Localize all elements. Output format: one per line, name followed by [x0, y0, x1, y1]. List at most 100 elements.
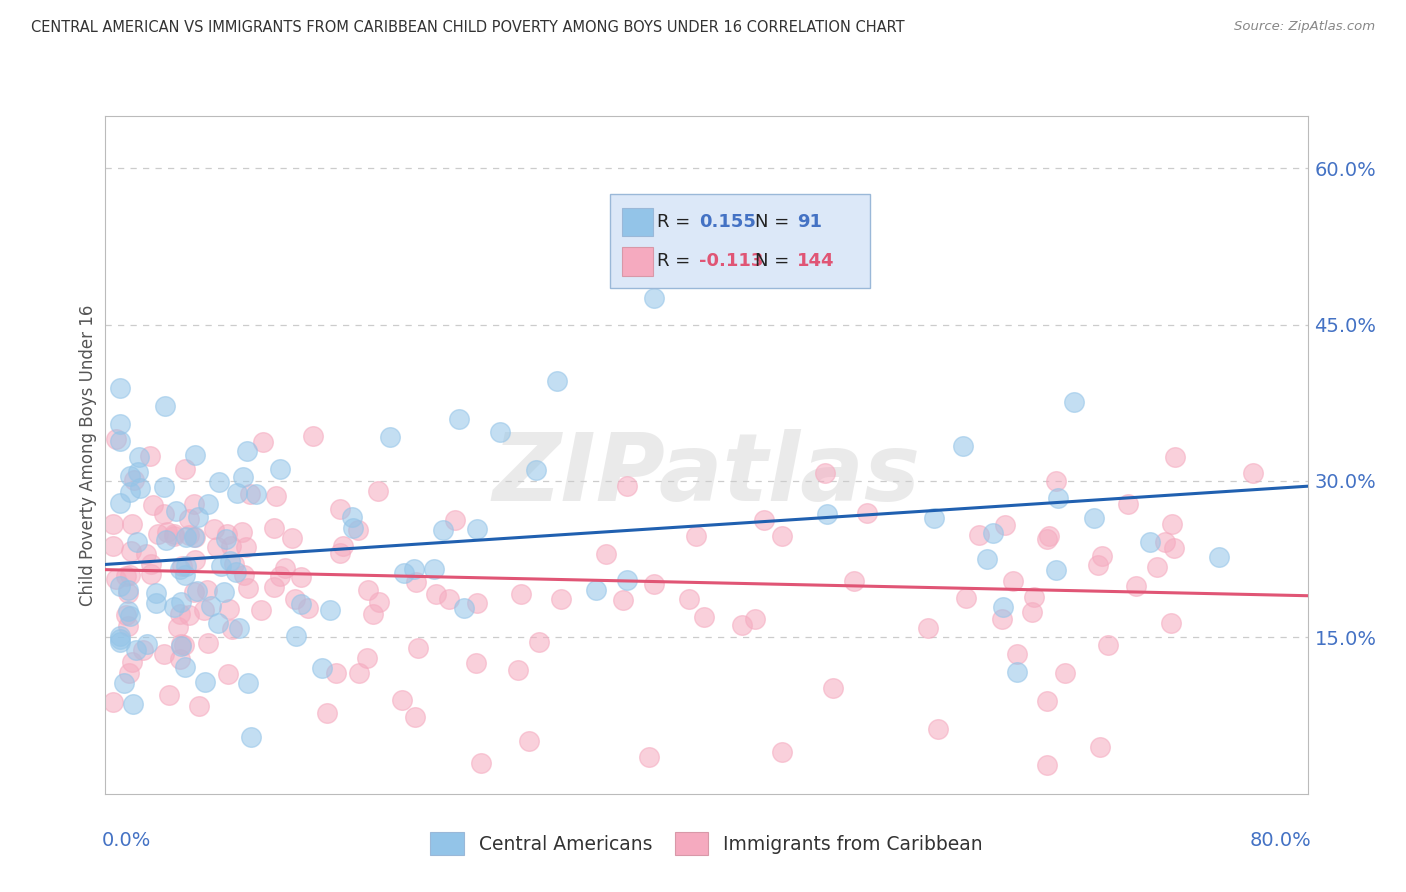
Point	[269, 569, 291, 583]
Point	[616, 573, 638, 587]
Point	[218, 602, 240, 616]
Point	[236, 581, 259, 595]
Point	[170, 595, 193, 609]
Point	[332, 539, 354, 553]
Point	[184, 553, 207, 567]
Point	[770, 745, 793, 759]
Point	[290, 597, 312, 611]
Point	[1001, 574, 1024, 589]
Point	[856, 506, 879, 520]
Point	[163, 527, 186, 541]
Point	[157, 688, 180, 702]
Point	[1063, 394, 1085, 409]
Point	[976, 551, 998, 566]
Point	[172, 558, 194, 573]
Point	[612, 592, 634, 607]
Text: -0.113: -0.113	[699, 252, 763, 270]
Point	[184, 530, 207, 544]
Point	[225, 486, 247, 500]
Point	[125, 534, 148, 549]
Text: N =: N =	[755, 213, 796, 231]
Point	[128, 481, 150, 495]
Point	[991, 600, 1014, 615]
Point	[347, 666, 370, 681]
Point	[153, 507, 176, 521]
Point	[347, 523, 370, 537]
Point	[290, 570, 312, 584]
Text: R =: R =	[657, 252, 696, 270]
Point	[187, 698, 209, 713]
Point	[585, 582, 607, 597]
Point	[718, 219, 741, 233]
Point	[284, 592, 307, 607]
Point	[1007, 665, 1029, 679]
Point	[404, 710, 426, 724]
Point	[821, 681, 844, 695]
Point	[356, 650, 378, 665]
Point	[146, 527, 169, 541]
Point	[153, 480, 176, 494]
Point	[177, 512, 200, 526]
Point	[1163, 541, 1185, 555]
Point	[195, 582, 218, 597]
Point	[744, 612, 766, 626]
Point	[139, 566, 162, 581]
Point	[447, 412, 470, 426]
Point	[224, 557, 246, 571]
Point	[110, 434, 132, 449]
Point	[1045, 563, 1067, 577]
Point	[425, 587, 447, 601]
Point	[103, 695, 125, 709]
Point	[316, 706, 339, 720]
Point	[110, 578, 132, 592]
Point	[236, 676, 259, 690]
Point	[217, 667, 239, 681]
Point	[595, 547, 617, 561]
Point	[122, 697, 145, 711]
Point	[117, 619, 139, 633]
Point	[1035, 694, 1057, 708]
Point	[233, 567, 256, 582]
Point	[228, 621, 250, 635]
Point	[319, 603, 342, 617]
Point	[1021, 605, 1043, 619]
Point	[955, 591, 977, 606]
Point	[470, 756, 492, 770]
Point	[443, 513, 465, 527]
Point	[465, 596, 488, 610]
Point	[325, 666, 347, 681]
Point	[917, 622, 939, 636]
Point	[404, 562, 426, 576]
Text: 80.0%: 80.0%	[1250, 831, 1312, 850]
Point	[183, 584, 205, 599]
Point	[952, 439, 974, 453]
Point	[510, 587, 533, 601]
Point	[209, 558, 232, 573]
Point	[285, 629, 308, 643]
Point	[183, 497, 205, 511]
Point	[135, 547, 157, 561]
Point	[637, 750, 659, 764]
Point	[232, 469, 254, 483]
Point	[142, 498, 165, 512]
Point	[1160, 516, 1182, 531]
Point	[1146, 560, 1168, 574]
Point	[176, 530, 198, 544]
Point	[231, 525, 253, 540]
Point	[145, 596, 167, 610]
Point	[1022, 590, 1045, 604]
Point	[329, 502, 352, 516]
Point	[239, 486, 262, 500]
Text: 144: 144	[797, 252, 835, 270]
Point	[110, 635, 132, 649]
Point	[136, 637, 159, 651]
Point	[263, 580, 285, 594]
Point	[205, 540, 228, 554]
Point	[1091, 549, 1114, 564]
Y-axis label: Child Poverty Among Boys Under 16: Child Poverty Among Boys Under 16	[79, 304, 97, 606]
Text: 0.0%: 0.0%	[101, 831, 152, 850]
Point	[173, 638, 195, 652]
Point	[616, 479, 638, 493]
Point	[177, 607, 200, 622]
Point	[922, 511, 945, 525]
